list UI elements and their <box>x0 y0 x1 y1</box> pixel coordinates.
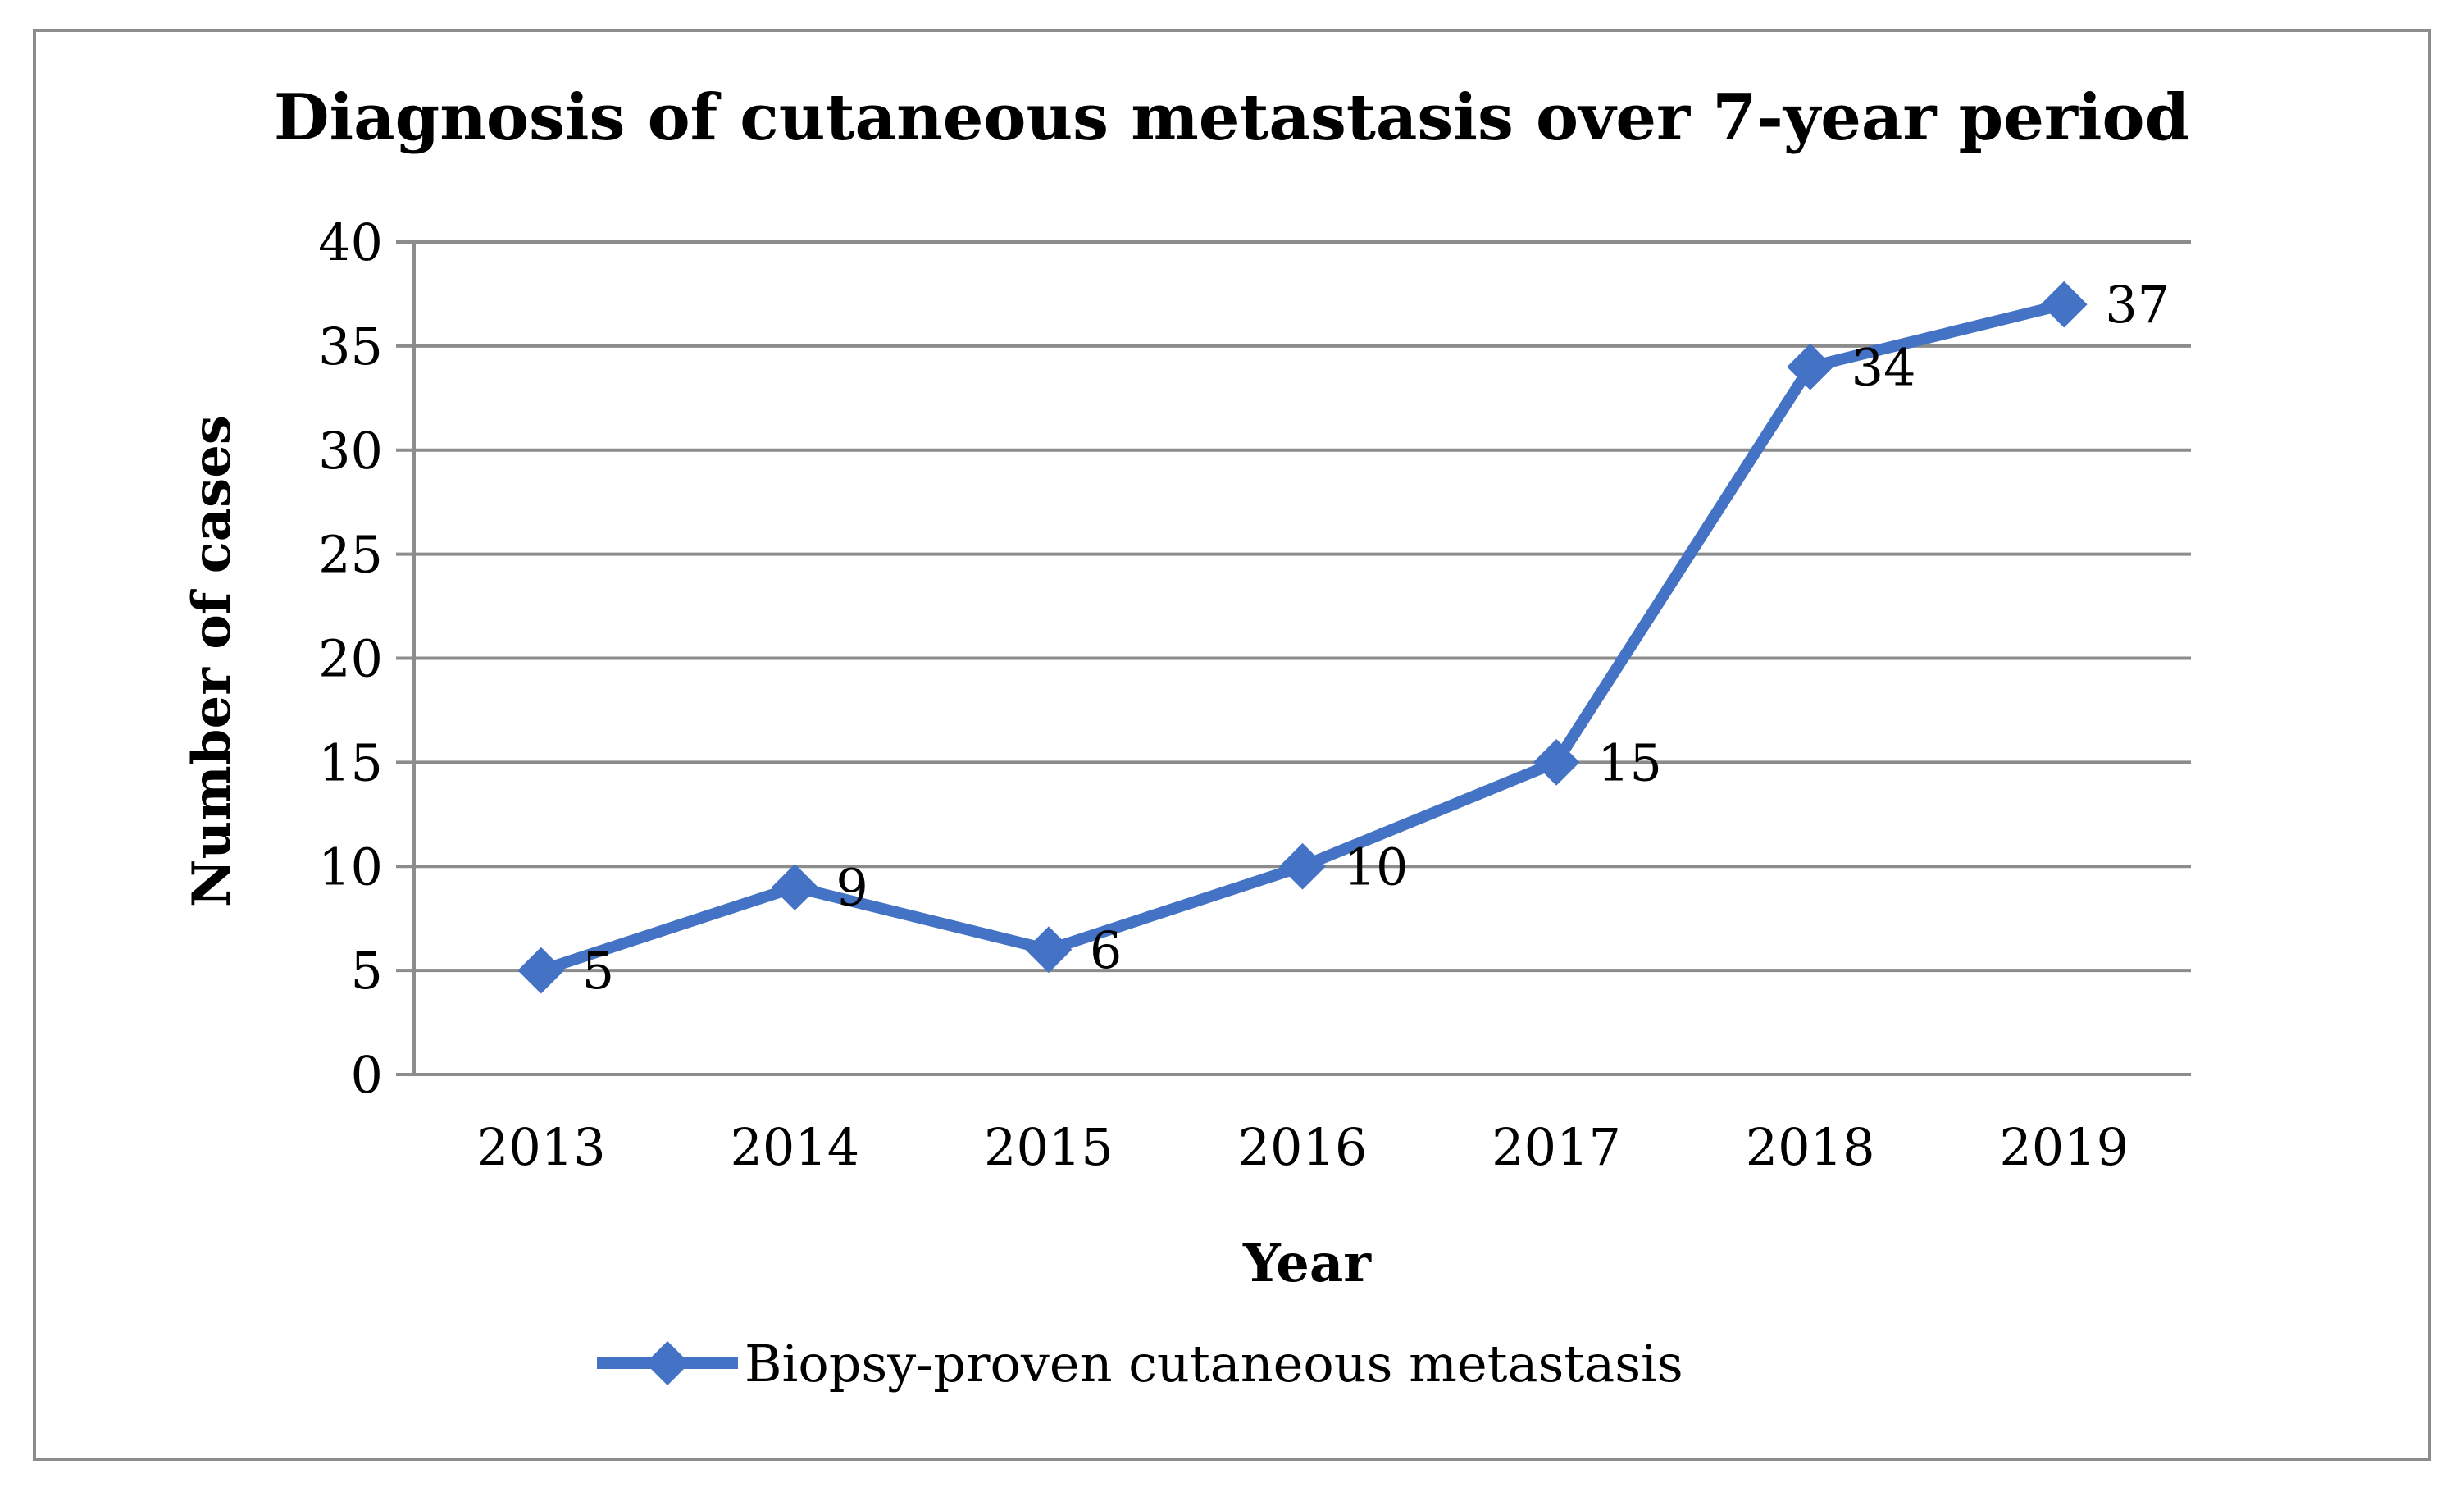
data-point-marker <box>1787 343 1834 390</box>
x-tick-labels: 2013 2014 2015 2016 2017 2018 2019 <box>476 1117 2129 1177</box>
axes <box>396 240 2191 1076</box>
y-tick-label: 15 <box>318 732 383 792</box>
x-tick-label: 2016 <box>1238 1117 1368 1177</box>
y-tick-label: 0 <box>351 1045 383 1105</box>
x-tick-label: 2013 <box>476 1117 606 1177</box>
data-point-marker <box>771 864 818 911</box>
data-point-marker <box>1025 926 1073 974</box>
y-tick-label: 5 <box>351 941 383 1001</box>
x-tick-label: 2018 <box>1746 1117 1875 1177</box>
chart-title: Diagnosis of cutaneous metastasis over 7… <box>274 80 2189 155</box>
legend-diamond-marker <box>645 1341 690 1385</box>
data-label: 15 <box>1597 732 1662 792</box>
data-point-marker <box>2040 281 2088 328</box>
data-point-marker <box>517 947 565 994</box>
y-axis-title: Number of cases <box>181 415 243 907</box>
legend-label: Biopsy-proven cutaneous metastasis <box>745 1334 1683 1394</box>
x-tick-label: 2015 <box>984 1117 1114 1177</box>
x-axis-title: Year <box>1242 1233 1372 1294</box>
data-label: 10 <box>1344 837 1409 897</box>
data-markers <box>517 281 2088 994</box>
data-label: 37 <box>2105 275 2170 335</box>
data-label: 34 <box>1851 337 1916 397</box>
data-label: 5 <box>582 941 614 1001</box>
y-tick-label: 30 <box>318 421 383 481</box>
data-label: 9 <box>836 858 868 918</box>
data-labels: 5 9 6 10 15 34 37 <box>582 275 2170 1001</box>
y-tick-label: 25 <box>318 525 383 585</box>
gridlines <box>414 240 2191 973</box>
x-tick-label: 2019 <box>1999 1117 2129 1177</box>
y-tick-label: 10 <box>318 837 383 897</box>
chart-border <box>33 29 2431 1461</box>
data-point-marker <box>1533 738 1580 786</box>
x-tick-label: 2014 <box>730 1117 859 1177</box>
y-tick-labels: 0 5 10 15 20 25 30 35 40 <box>318 212 383 1105</box>
legend: Biopsy-proven cutaneous metastasis <box>597 1334 1683 1394</box>
y-tick-label: 20 <box>318 629 383 689</box>
x-tick-label: 2017 <box>1492 1117 1621 1177</box>
data-label: 6 <box>1090 920 1122 980</box>
y-tick-label: 35 <box>318 317 383 376</box>
data-point-marker <box>1279 842 1326 890</box>
y-tick-label: 40 <box>318 212 383 272</box>
